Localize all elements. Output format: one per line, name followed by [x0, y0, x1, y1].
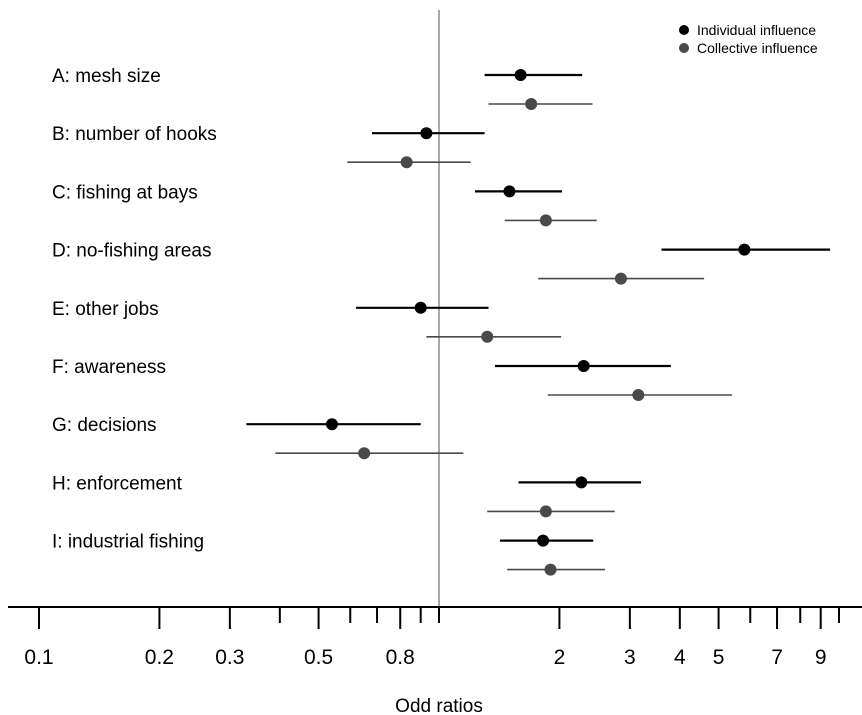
point-estimate: [503, 185, 516, 198]
point-estimate: [525, 98, 538, 110]
point-estimate: [575, 476, 588, 489]
point-estimate: [325, 418, 338, 431]
x-tick-label: 7: [771, 646, 783, 669]
category-label: D: no-fishing areas: [52, 241, 211, 262]
x-axis-tick-labels: 0.1 0.2 0.3 0.5 0.8 2 3 4 5 7 9: [24, 646, 826, 669]
legend-label: Collective influence: [697, 40, 818, 56]
point-estimate: [632, 389, 645, 401]
legend-label: Individual influence: [697, 22, 816, 38]
category-labels: A: mesh size B: number of hooks C: fishing…: [52, 66, 217, 553]
point-estimate: [414, 301, 427, 314]
point-estimate: [514, 69, 527, 81]
confidence-intervals: [246, 73, 831, 571]
point-estimate: [420, 127, 433, 140]
x-axis-ticks: [38, 607, 840, 629]
x-tick-label: 0.1: [24, 646, 53, 669]
point-estimate: [481, 330, 494, 343]
category-label: G: decisions: [52, 415, 157, 436]
point-estimate: [544, 563, 557, 576]
category-label: A: mesh size: [52, 66, 161, 87]
x-tick-label: 5: [713, 646, 725, 669]
point-estimate: [539, 505, 552, 518]
x-tick-label: 0.2: [145, 646, 174, 669]
point-estimate: [738, 243, 751, 256]
x-axis-title: Odd ratios: [395, 696, 483, 715]
point-estimates: [325, 69, 751, 576]
x-tick-label: 0.5: [304, 646, 333, 669]
category-label: H: enforcement: [52, 473, 183, 494]
x-tick-label: 4: [674, 646, 686, 669]
legend-marker: [679, 25, 689, 35]
legend-marker: [679, 43, 689, 53]
point-estimate: [577, 360, 590, 372]
category-label: B: number of hooks: [52, 124, 217, 145]
point-estimate: [537, 534, 550, 547]
category-label: C: fishing at bays: [52, 182, 198, 203]
x-tick-label: 0.3: [215, 646, 244, 669]
category-label: I: industrial fishing: [52, 532, 204, 553]
point-estimate: [614, 272, 627, 285]
point-estimate: [539, 214, 552, 227]
x-tick-label: 0.8: [386, 646, 415, 669]
category-label: E: other jobs: [52, 299, 159, 320]
category-label: F: awareness: [52, 357, 166, 378]
x-tick-label: 2: [554, 646, 566, 669]
point-estimate: [358, 447, 371, 460]
legend: Individual influence Collective influence: [679, 22, 818, 56]
x-tick-label: 9: [815, 646, 827, 669]
x-tick-label: 3: [624, 646, 636, 669]
point-estimate: [400, 156, 413, 169]
